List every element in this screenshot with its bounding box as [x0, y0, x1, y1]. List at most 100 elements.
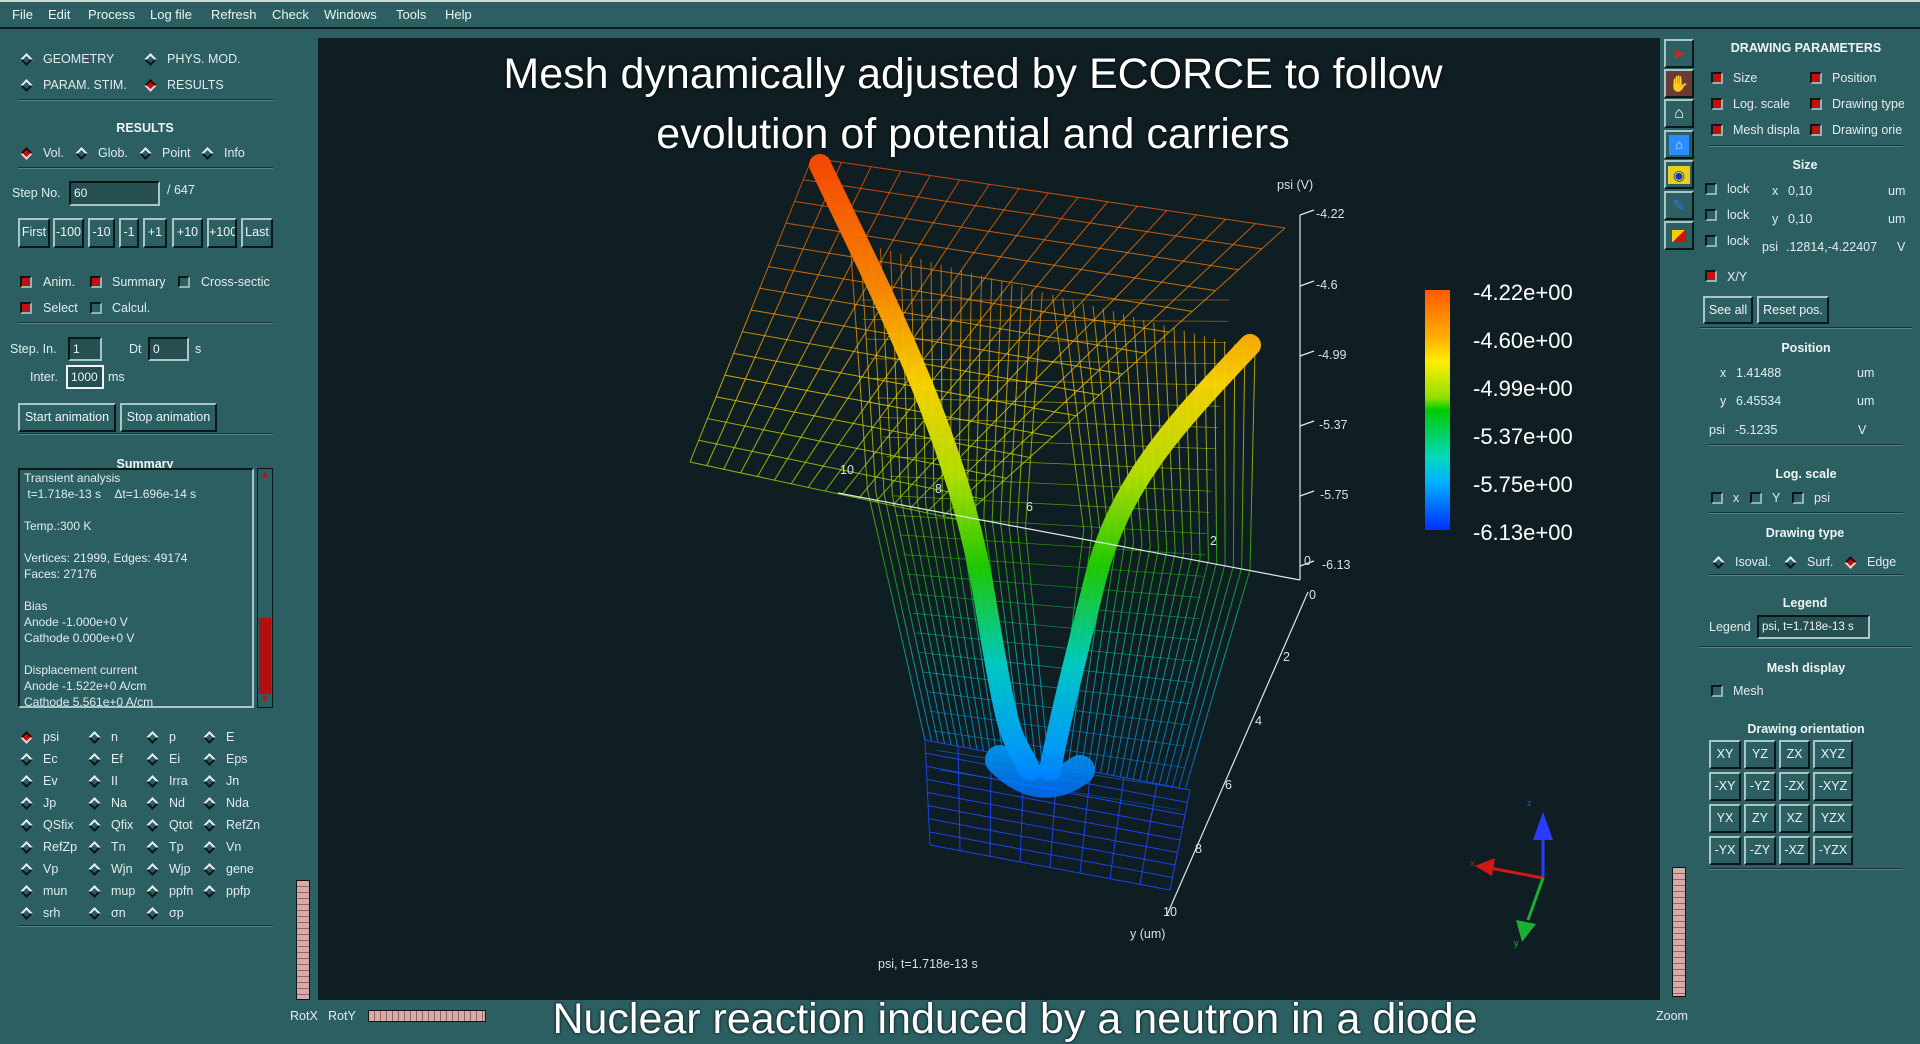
summary-label[interactable]: Summary [112, 275, 165, 289]
menu-process[interactable]: Process [88, 7, 135, 22]
inter-input[interactable]: 1000 [66, 365, 104, 389]
radio-point[interactable] [139, 147, 152, 160]
3d-plot-canvas[interactable] [318, 38, 1660, 1000]
select-checkbox[interactable] [20, 302, 32, 314]
radio-gene[interactable] [203, 863, 216, 876]
drawing-orientation-section-checkbox[interactable] [1810, 124, 1822, 136]
calcul-label[interactable]: Calcul. [112, 301, 150, 315]
reset-pos-button[interactable]: Reset pos. [1757, 296, 1829, 324]
radio-phys-mod-label[interactable]: PHYS. MOD. [167, 52, 241, 66]
summary-scrollbar[interactable]: ▲ ▼ [257, 468, 273, 708]
radio-Jp-label[interactable]: Jp [43, 796, 56, 810]
radio-II[interactable] [88, 775, 101, 788]
flashlight-icon[interactable]: ✎ [1664, 191, 1694, 220]
radio-srh-label[interactable]: srh [43, 906, 60, 920]
radio-geometry[interactable] [20, 53, 33, 66]
menu-tools[interactable]: Tools [396, 7, 426, 22]
radio-Jp[interactable] [20, 797, 33, 810]
fit-view-icon[interactable]: ⌂ [1664, 130, 1694, 159]
rotx-slider[interactable] [296, 880, 310, 1000]
size-psi-value[interactable]: .12814,-4.22407 [1786, 240, 1877, 254]
radio-srh[interactable] [20, 907, 33, 920]
radio-Ef[interactable] [88, 753, 101, 766]
radio-Irra[interactable] [146, 775, 159, 788]
mesh-display-section-checkbox[interactable] [1711, 124, 1723, 136]
radio-Tn-label[interactable]: Tn [111, 840, 126, 854]
radio-E[interactable] [203, 731, 216, 744]
step-no-input[interactable]: 60 [69, 181, 160, 206]
radio-RefZp[interactable] [20, 841, 33, 854]
position-section-label[interactable]: Position [1832, 71, 1876, 85]
radio-surf-label[interactable]: Surf. [1807, 555, 1833, 569]
minus-1-button[interactable]: -1 [119, 218, 139, 248]
log-y-checkbox[interactable] [1750, 492, 1762, 504]
size-y-value[interactable]: 0,10 [1788, 212, 1812, 226]
pointer-icon[interactable]: ➤ [1664, 39, 1694, 68]
radio-Ec[interactable] [20, 753, 33, 766]
log-x-checkbox[interactable] [1711, 492, 1723, 504]
xy-checkbox[interactable] [1705, 270, 1717, 282]
radio-Jn-label[interactable]: Jn [226, 774, 239, 788]
radio-ppfn-label[interactable]: ppfn [169, 884, 193, 898]
radio-psi[interactable] [20, 731, 33, 744]
calcul-checkbox[interactable] [90, 302, 102, 314]
dt-input[interactable]: 0 [148, 337, 189, 361]
radio-n-label[interactable]: n [111, 730, 118, 744]
drawing-orientation-section-label[interactable]: Drawing orie [1832, 123, 1904, 137]
radio-info[interactable] [201, 147, 214, 160]
radio-point-label[interactable]: Point [162, 146, 191, 160]
radio-Qtot-label[interactable]: Qtot [169, 818, 193, 832]
radio-Ei[interactable] [146, 753, 159, 766]
radio-QSfix[interactable] [20, 819, 33, 832]
log-psi-checkbox[interactable] [1792, 492, 1804, 504]
radio-QSfix-label[interactable]: QSfix [43, 818, 74, 832]
minus-10-button[interactable]: -10 [88, 218, 115, 248]
scrollbar-thumb[interactable] [259, 618, 271, 694]
drawing-type-section-label[interactable]: Drawing typе [1832, 97, 1904, 111]
orientation-zx-button[interactable]: ZX [1779, 740, 1810, 769]
orientation-yzx-button[interactable]: YZX [1813, 804, 1853, 833]
anim-checkbox[interactable] [20, 276, 32, 288]
radio-Wjp[interactable] [146, 863, 159, 876]
plus-1-button[interactable]: +1 [143, 218, 167, 248]
radio-σp[interactable] [146, 907, 159, 920]
radio-RefZp-label[interactable]: RefZp [43, 840, 77, 854]
size-section-label[interactable]: Size [1733, 71, 1757, 85]
radio-Qtot[interactable] [146, 819, 159, 832]
eye-icon[interactable]: ◉ [1664, 160, 1694, 189]
radio-Eps[interactable] [203, 753, 216, 766]
scroll-up-arrow-icon[interactable]: ▲ [259, 469, 271, 481]
radio-II-label[interactable]: II [111, 774, 118, 788]
radio-Qfix[interactable] [88, 819, 101, 832]
radio-Tp[interactable] [146, 841, 159, 854]
radio-results-label[interactable]: RESULTS [167, 78, 224, 92]
cross-section-label[interactable]: Cross-sectic [201, 275, 273, 289]
size-section-checkbox[interactable] [1711, 72, 1723, 84]
hand-icon[interactable]: ✋ [1664, 69, 1694, 98]
lock-psi-checkbox[interactable] [1705, 235, 1717, 247]
radio-geometry-label[interactable]: GEOMETRY [43, 52, 114, 66]
menu-windows[interactable]: Windows [324, 7, 377, 22]
radio-Eps-label[interactable]: Eps [226, 752, 248, 766]
zoom-slider[interactable] [1672, 867, 1686, 997]
radio-Vn-label[interactable]: Vn [226, 840, 241, 854]
menu-check[interactable]: Check [272, 7, 309, 22]
home-icon[interactable]: ⌂ [1664, 99, 1694, 128]
radio-edge-label[interactable]: Edge [1867, 555, 1896, 569]
radio-Vp[interactable] [20, 863, 33, 876]
cross-section-checkbox[interactable] [178, 276, 190, 288]
radio-Nd-label[interactable]: Nd [169, 796, 185, 810]
select-label[interactable]: Select [43, 301, 78, 315]
orientation-xy-button[interactable]: XY [1709, 740, 1741, 769]
log-psi-label[interactable]: psi [1814, 491, 1830, 505]
mesh-label[interactable]: Mesh [1733, 684, 1764, 698]
radio-vol-label[interactable]: Vol. [43, 146, 64, 160]
radio-isoval-label[interactable]: Isoval. [1735, 555, 1771, 569]
position-section-checkbox[interactable] [1810, 72, 1822, 84]
orientation-xyz-button[interactable]: XYZ [1813, 740, 1853, 769]
radio-Ev-label[interactable]: Ev [43, 774, 58, 788]
start-animation-button[interactable]: Start animation [18, 403, 116, 432]
radio-param-stim-label[interactable]: PARAM. STIM. [43, 78, 127, 92]
log-y-label[interactable]: Y [1772, 491, 1780, 505]
radio-glob[interactable] [75, 147, 88, 160]
